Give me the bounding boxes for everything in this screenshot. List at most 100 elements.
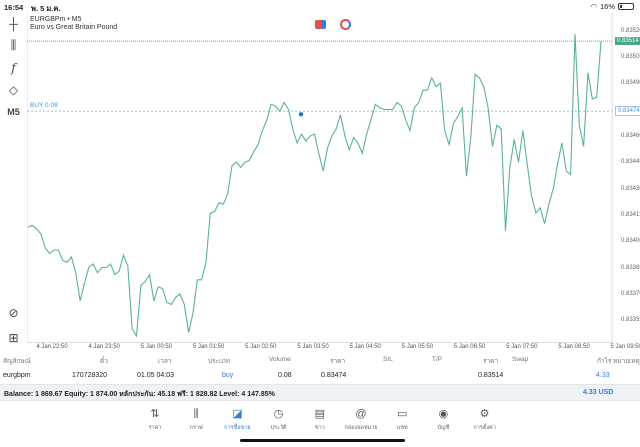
- time-tick-label: 5 Jan 01:50: [192, 344, 225, 350]
- status-right: ◠ 16%: [590, 2, 634, 11]
- time-tick-label: 5 Jan 08:50: [558, 344, 590, 350]
- battery-icon: [618, 3, 634, 10]
- balance-summary: Balance: 1 869.67 Equity: 1 874.00 หลักป…: [4, 391, 275, 398]
- history-icon: ◷: [273, 408, 284, 420]
- crosshair-icon[interactable]: ┼: [9, 16, 18, 31]
- nav-label: ราคา: [148, 425, 162, 431]
- col-ticket: ตั๋ว: [100, 358, 108, 365]
- settings-icon: ⚙: [479, 408, 490, 420]
- quotes-icon: ⇅: [150, 408, 160, 420]
- one-click-trading-icon[interactable]: [315, 20, 326, 29]
- buy-entry-marker: [298, 112, 304, 117]
- time-axis: 4 Jan 22:50 4 Jan 23:50 5 Jan 00:50 5 Jan 0…: [27, 342, 640, 352]
- chart-icon: ⫼: [193, 408, 199, 420]
- col-volume: Volume: [269, 356, 291, 363]
- status-time: 16:54: [4, 3, 24, 12]
- nav-label: ข่าว: [314, 425, 325, 431]
- nav-quotes[interactable]: ⇅ ราคา: [135, 407, 175, 432]
- price-tick-label: 0.83385: [621, 264, 640, 271]
- nav-label: การซื้อขาย: [224, 425, 251, 431]
- nav-label: บัญชี: [437, 425, 450, 431]
- col-swap: Swap: [512, 356, 529, 363]
- battery-percent: 16%: [599, 2, 615, 11]
- trade-icon[interactable]: ⊘: [8, 305, 19, 320]
- time-tick-label: 5 Jan 04:50: [349, 344, 381, 350]
- row-volume: 0.08: [278, 372, 292, 379]
- chart-toolbar: ┼ ⫼ f ◇ M5 ⊘ ⊞: [0, 13, 27, 345]
- price-line: [27, 34, 602, 338]
- signal-icon[interactable]: [340, 19, 351, 30]
- nav-account[interactable]: ◉ บัญชี: [423, 407, 463, 432]
- bottom-nav: ⇅ ราคา ⫼ กราฟ ◪ การซื้อขาย ◷ ประวัติ ▤ ข่าว @ กล่อง…: [0, 403, 640, 437]
- nav-label: แชท: [396, 425, 408, 431]
- row-profit: 4.33: [596, 372, 610, 379]
- chart-canvas: [27, 13, 613, 343]
- row-current-price: 0.83514: [478, 372, 504, 379]
- time-tick-label: 4 Jan 22:50: [36, 344, 68, 350]
- nav-chat[interactable]: ▭ แชท: [382, 407, 422, 432]
- col-profit: กำไร: [597, 358, 612, 365]
- row-type: buy: [222, 372, 234, 379]
- mailbox-icon: @: [355, 408, 367, 420]
- total-profit: 4.33 USD: [583, 389, 614, 396]
- wifi-icon: ◠: [590, 2, 597, 11]
- balance-bar: Balance: 1 869.67 Equity: 1 874.00 หลักป…: [0, 384, 640, 401]
- trade-icon: ◪: [232, 408, 243, 420]
- price-tick-label: 0.83445: [621, 159, 640, 166]
- time-tick-label: 5 Jan 05:50: [401, 344, 434, 350]
- nav-news[interactable]: ▤ ข่าว: [300, 407, 340, 432]
- col-price: ราคา: [330, 358, 346, 365]
- status-bar: 16:54 พ. 5 ม.ค. ◠ 16%: [0, 0, 640, 13]
- news-icon: ▤: [314, 408, 325, 420]
- time-tick-label: 5 Jan 00:50: [140, 344, 173, 350]
- time-tick-label: 5 Jan 03:50: [297, 344, 329, 350]
- row-time: 01.05 04:03: [137, 372, 174, 379]
- time-tick-label: 5 Jan 02:50: [245, 344, 277, 350]
- col-type: ประเภท: [208, 358, 230, 365]
- nav-label: ประวัติ: [270, 425, 287, 431]
- col-tp: T/P: [432, 356, 443, 363]
- add-icon[interactable]: ⊞: [8, 330, 19, 345]
- objects-icon[interactable]: ◇: [8, 82, 19, 97]
- time-tick-label: 5 Jan 07:50: [506, 344, 538, 350]
- indicators-icon[interactable]: f: [11, 60, 16, 75]
- row-ticket: 170728320: [72, 372, 108, 379]
- nav-trade[interactable]: ◪ การซื้อขาย: [217, 407, 257, 432]
- price-tick-label: 0.83505: [621, 53, 640, 60]
- nav-history[interactable]: ◷ ประวัติ: [259, 407, 299, 432]
- col-symbol: สัญลักษณ์: [3, 358, 31, 365]
- timeframe-button[interactable]: M5: [7, 106, 20, 117]
- chart-description: Euro vs Great Britain Pound: [30, 24, 118, 31]
- nav-settings[interactable]: ⚙ การตั้งค่า: [465, 407, 505, 432]
- nav-label: กราฟ: [189, 425, 203, 431]
- col-time: เวลา: [158, 358, 172, 365]
- nav-chart[interactable]: ⫼ กราฟ: [176, 407, 216, 432]
- status-date: พ. 5 ม.ค.: [31, 4, 61, 13]
- time-tick-label: 5 Jan 09:50: [610, 344, 640, 350]
- price-chart[interactable]: EURGBPm • M5 Euro vs Great Britain Pound…: [27, 13, 640, 343]
- chart-symbol: EURGBPm • M5: [30, 16, 82, 23]
- current-price-tag: 0.83514: [615, 37, 640, 46]
- nav-label: การตั้งค่า: [473, 425, 496, 431]
- time-tick-label: 5 Jan 06:50: [453, 344, 486, 350]
- candlestick-icon[interactable]: ⫼: [10, 38, 17, 52]
- row-open-price: 0.83474: [321, 372, 347, 379]
- time-tick-label: 4 Jan 23:50: [88, 344, 120, 350]
- col-current-price: ราคา: [483, 358, 499, 365]
- col-sl: S/L: [383, 356, 393, 363]
- price-tick-label: 0.83355: [621, 317, 640, 324]
- buy-line-label[interactable]: BUY 0.08: [30, 102, 58, 110]
- price-tick-label: 0.83415: [621, 211, 640, 218]
- col-comment: หมายเหตุ: [613, 358, 640, 365]
- nav-mailbox[interactable]: @ กล่องจดหมาย: [341, 407, 381, 432]
- chat-icon: ▭: [396, 408, 408, 420]
- account-icon: ◉: [438, 408, 449, 420]
- nav-label: กล่องจดหมาย: [344, 425, 378, 431]
- buy-price-tag: 0.83474: [615, 106, 640, 117]
